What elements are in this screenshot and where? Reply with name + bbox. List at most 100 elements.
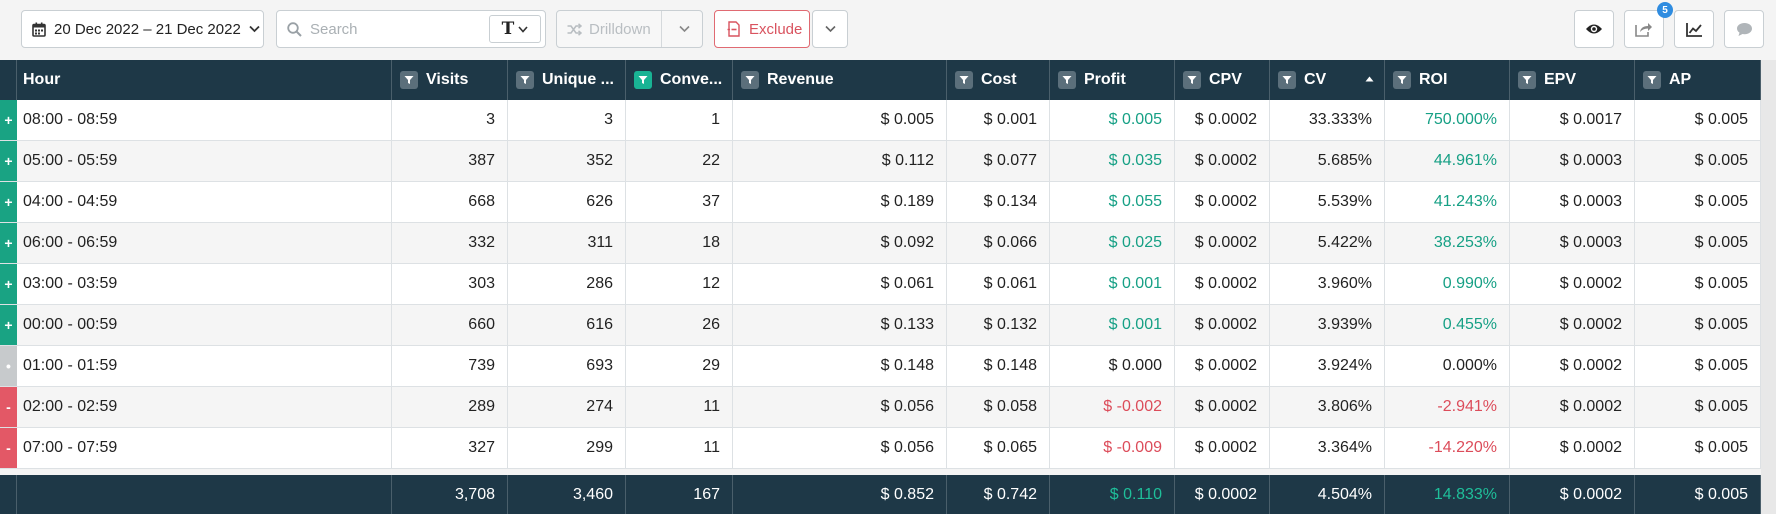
column-header-unique[interactable]: Unique ... (508, 60, 626, 100)
drilldown-button[interactable]: Drilldown (556, 10, 703, 48)
cell-profit: $ 0.025 (1050, 223, 1175, 263)
cell-conversions: 1 (626, 100, 733, 140)
total-hour (17, 475, 392, 514)
table-row[interactable]: -07:00 - 07:59 327 299 11 $ 0.056 $ 0.065 $ -0… (0, 428, 1761, 469)
cell-revenue: $ 0.148 (733, 346, 947, 386)
column-header-ap[interactable]: AP (1635, 60, 1761, 100)
share-button[interactable] (1624, 10, 1664, 48)
cell-visits: 327 (392, 428, 508, 468)
filter-icon[interactable] (1393, 71, 1411, 89)
cell-cpv: $ 0.0002 (1175, 100, 1270, 140)
row-status-marker[interactable]: • (0, 346, 17, 386)
chevron-down-icon (249, 25, 260, 33)
sort-ascending-icon[interactable] (1365, 69, 1374, 87)
calendar-icon (32, 22, 46, 37)
search-input[interactable] (310, 20, 490, 38)
table-row[interactable]: • 01:00 - 01:59 739 693 29 $ 0.148 $ 0.148 $ 0.… (0, 346, 1761, 387)
column-header-hour[interactable]: Hour (17, 60, 392, 100)
total-ap: $ 0.005 (1635, 475, 1761, 514)
filter-icon[interactable] (1278, 71, 1296, 89)
filter-icon[interactable] (741, 71, 759, 89)
column-header-cpv[interactable]: CPV (1175, 60, 1270, 100)
cell-visits: 3 (392, 100, 508, 140)
filter-icon[interactable] (1518, 71, 1536, 89)
cell-cpv: $ 0.0002 (1175, 346, 1270, 386)
total-roi: 14.833% (1385, 475, 1510, 514)
cell-conversions: 12 (626, 264, 733, 304)
columns-visibility-button[interactable] (1574, 10, 1614, 48)
column-header-epv[interactable]: EPV (1510, 60, 1635, 100)
cell-revenue: $ 0.189 (733, 182, 947, 222)
cell-cost: $ 0.077 (947, 141, 1050, 181)
cell-hour: 07:00 - 07:59 (17, 428, 392, 468)
chevron-down-icon[interactable] (679, 25, 690, 33)
cell-conversions: 26 (626, 305, 733, 345)
filter-icon[interactable] (634, 71, 652, 89)
table-row[interactable]: +08:00 - 08:59 3 3 1 $ 0.005 $ 0.001 $ 0.005 $ … (0, 100, 1761, 141)
cell-unique: 286 (508, 264, 626, 304)
cell-conversions: 37 (626, 182, 733, 222)
drilldown-label: Drilldown (589, 20, 651, 38)
row-status-marker[interactable]: + (0, 100, 17, 140)
cell-cost: $ 0.061 (947, 264, 1050, 304)
column-header-cost[interactable]: Cost (947, 60, 1050, 100)
row-status-marker[interactable]: + (0, 305, 17, 345)
row-status-marker[interactable]: + (0, 182, 17, 222)
column-header-conversions[interactable]: Conve... (626, 60, 733, 100)
table-row[interactable]: -02:00 - 02:59 289 274 11 $ 0.056 $ 0.058 $ -0… (0, 387, 1761, 428)
filter-icon[interactable] (516, 71, 534, 89)
cell-cost: $ 0.148 (947, 346, 1050, 386)
total-conversions: 167 (626, 475, 733, 514)
text-search-type-select[interactable]: T (489, 15, 541, 43)
cell-cv: 3.806% (1270, 387, 1385, 427)
filter-icon[interactable] (1058, 71, 1076, 89)
filter-icon[interactable] (400, 71, 418, 89)
table-row[interactable]: +06:00 - 06:59 332 311 18 $ 0.092 $ 0.066 $ 0.… (0, 223, 1761, 264)
table-row[interactable]: +04:00 - 04:59 668 626 37 $ 0.189 $ 0.134 $ 0.… (0, 182, 1761, 223)
exclude-options-button[interactable] (812, 10, 848, 48)
filter-icon[interactable] (1643, 71, 1661, 89)
column-header-roi[interactable]: ROI (1385, 60, 1510, 100)
search-icon (287, 21, 302, 37)
table-row[interactable]: +05:00 - 05:59 387 352 22 $ 0.112 $ 0.077 $ 0.… (0, 141, 1761, 182)
chevron-down-icon (824, 25, 836, 33)
column-header-visits[interactable]: Visits (392, 60, 508, 100)
table-header: Hour Visits Unique ... Conve... Revenue Cost P… (0, 60, 1761, 100)
column-header-label: Conve... (660, 71, 723, 88)
row-status-marker[interactable]: - (0, 387, 17, 427)
row-status-marker[interactable]: + (0, 141, 17, 181)
total-visits: 3,708 (392, 475, 508, 514)
cell-cpv: $ 0.0002 (1175, 387, 1270, 427)
cell-visits: 303 (392, 264, 508, 304)
cell-epv: $ 0.0017 (1510, 100, 1635, 140)
search-box: T (276, 10, 546, 48)
cell-roi: 0.455% (1385, 305, 1510, 345)
vertical-scrollbar[interactable] (1761, 60, 1776, 514)
cell-profit: $ 0.035 (1050, 141, 1175, 181)
cell-revenue: $ 0.092 (733, 223, 947, 263)
cell-conversions: 11 (626, 428, 733, 468)
column-header-cv[interactable]: CV (1270, 60, 1385, 100)
comments-button[interactable] (1724, 10, 1764, 48)
cell-epv: $ 0.0002 (1510, 428, 1635, 468)
cell-visits: 668 (392, 182, 508, 222)
column-header-label: AP (1669, 71, 1692, 88)
cell-roi: -14.220% (1385, 428, 1510, 468)
column-header-profit[interactable]: Profit (1050, 60, 1175, 100)
row-status-marker[interactable]: - (0, 428, 17, 468)
filter-icon[interactable] (1183, 71, 1201, 89)
exclude-button[interactable]: Exclude (714, 10, 810, 48)
date-range-picker[interactable]: 20 Dec 2022 – 21 Dec 2022 (21, 10, 264, 48)
table-row[interactable]: +00:00 - 00:59 660 616 26 $ 0.133 $ 0.132 $ 0.… (0, 305, 1761, 346)
row-status-marker[interactable]: + (0, 223, 17, 263)
table-row[interactable]: +03:00 - 03:59 303 286 12 $ 0.061 $ 0.061 $ 0.… (0, 264, 1761, 305)
filter-icon[interactable] (955, 71, 973, 89)
cell-visits: 289 (392, 387, 508, 427)
row-status-marker[interactable]: + (0, 264, 17, 304)
cell-revenue: $ 0.005 (733, 100, 947, 140)
cell-hour: 02:00 - 02:59 (17, 387, 392, 427)
chart-button[interactable] (1674, 10, 1714, 48)
cell-ap: $ 0.005 (1635, 264, 1761, 304)
cell-cv: 5.422% (1270, 223, 1385, 263)
column-header-revenue[interactable]: Revenue (733, 60, 947, 100)
